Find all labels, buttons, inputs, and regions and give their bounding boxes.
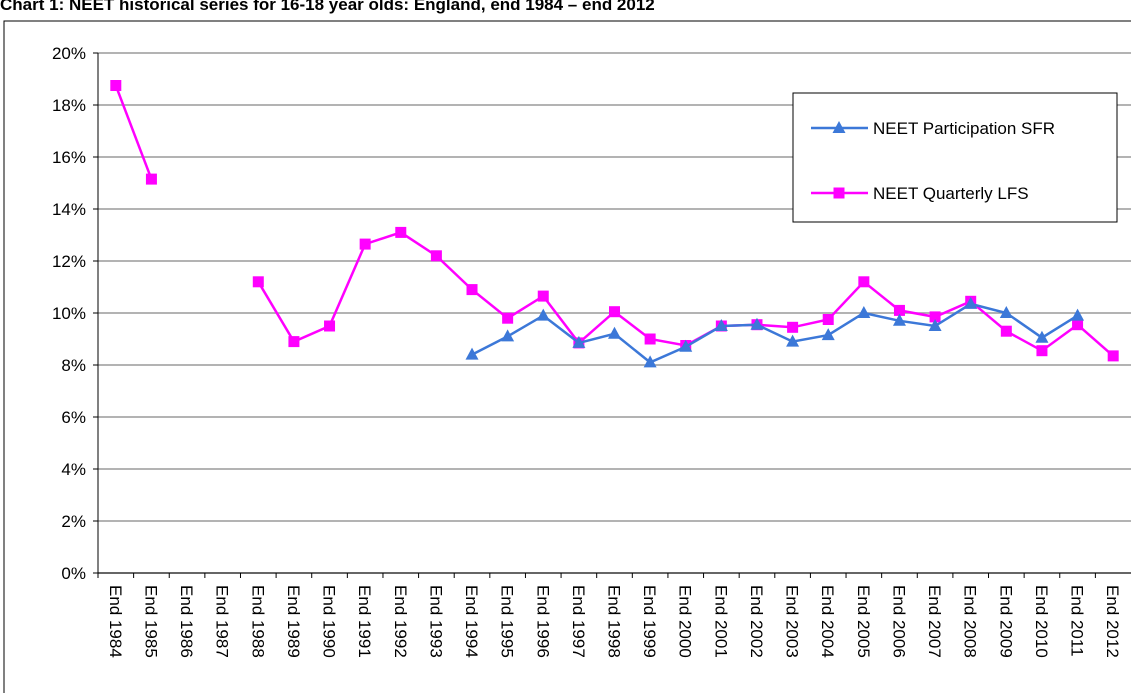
- point: [536, 308, 550, 321]
- series-line: [114, 85, 153, 180]
- point: [466, 284, 478, 296]
- x-tick-label: End 2011: [1068, 585, 1087, 657]
- point: [572, 335, 586, 348]
- point: [857, 306, 871, 318]
- x-tick-label: End 2005: [854, 585, 873, 658]
- y-tick-label: 12%: [52, 252, 86, 271]
- point: [821, 328, 835, 341]
- x-tick-label: End 1995: [498, 585, 517, 658]
- point: [288, 336, 300, 348]
- point: [822, 314, 834, 325]
- x-tick-label: End 1989: [284, 585, 303, 658]
- x-tick-label: End 1994: [462, 585, 481, 658]
- y-tick-label: 0%: [61, 564, 86, 583]
- point: [858, 276, 870, 288]
- x-tick-label: End 1998: [605, 585, 624, 658]
- x-tick-label: End 1984: [106, 585, 125, 658]
- chart-title: Chart 1: NEET historical series for 16-1…: [0, 0, 655, 14]
- x-tick-label: End 1985: [141, 585, 160, 658]
- y-tick-label: 10%: [52, 304, 86, 323]
- y-tick-label: 8%: [61, 356, 86, 375]
- point: [750, 317, 764, 330]
- point: [679, 339, 693, 352]
- x-tick-label: End 1992: [391, 585, 410, 658]
- x-tick-label: End 2007: [925, 585, 944, 658]
- point: [395, 226, 407, 238]
- point: [929, 311, 941, 323]
- y-tick-label: 14%: [52, 200, 86, 219]
- point: [892, 313, 906, 326]
- point: [110, 80, 122, 91]
- point: [787, 321, 799, 333]
- point: [928, 319, 942, 331]
- x-tick-label: End 2003: [783, 585, 802, 658]
- x-tick-label: End 2002: [747, 585, 766, 658]
- x-tick-label: End 1988: [248, 585, 267, 658]
- point: [252, 276, 264, 288]
- x-tick-label: End 2001: [711, 585, 730, 658]
- point: [714, 319, 728, 331]
- x-tick-label: End 1991: [355, 585, 374, 658]
- x-tick-label: End 2006: [889, 585, 908, 658]
- x-tick-label: End 2010: [1032, 585, 1051, 658]
- point: [430, 250, 442, 262]
- point: [502, 312, 514, 324]
- point: [608, 326, 621, 339]
- point: [1036, 345, 1048, 357]
- point: [537, 290, 549, 302]
- x-tick-label: End 1987: [213, 585, 232, 658]
- point: [501, 329, 515, 342]
- point: [893, 304, 905, 316]
- point: [1071, 308, 1085, 321]
- series-line: [471, 302, 1079, 364]
- point: [964, 296, 978, 309]
- x-tick-label: End 1990: [320, 585, 339, 658]
- point: [644, 333, 656, 345]
- y-tick-label: 4%: [61, 460, 86, 479]
- point: [1107, 350, 1119, 362]
- y-tick-label: 6%: [61, 408, 86, 427]
- x-tick-label: End 1986: [177, 585, 196, 658]
- point: [145, 173, 157, 185]
- point: [1035, 330, 1049, 343]
- point: [465, 347, 479, 360]
- x-tick-label: End 2004: [818, 585, 837, 658]
- y-tick-label: 16%: [52, 148, 86, 167]
- y-tick-label: 20%: [52, 44, 86, 63]
- x-tick-label: End 2009: [996, 585, 1015, 658]
- point: [609, 306, 620, 318]
- point: [999, 306, 1013, 318]
- legend-label: NEET Participation SFR: [873, 119, 1055, 138]
- legend-label: NEET Quarterly LFS: [873, 184, 1029, 203]
- x-tick-label: End 1997: [569, 585, 588, 658]
- point: [643, 355, 657, 368]
- point: [1072, 319, 1084, 331]
- point: [786, 334, 800, 347]
- x-tick-label: End 1999: [640, 585, 659, 658]
- x-tick-label: End 1996: [533, 585, 552, 658]
- legend-marker: [832, 121, 846, 133]
- point: [324, 320, 336, 332]
- x-tick-label: End 2008: [961, 585, 980, 658]
- x-tick-label: End 2012: [1103, 585, 1122, 658]
- legend-box: [792, 92, 1118, 223]
- point: [359, 238, 371, 250]
- y-tick-label: 18%: [52, 96, 86, 115]
- x-tick-label: End 2000: [676, 585, 695, 658]
- legend-marker: [833, 187, 845, 199]
- point: [1000, 325, 1012, 337]
- y-tick-label: 2%: [61, 512, 86, 531]
- x-tick-label: End 1993: [426, 585, 445, 658]
